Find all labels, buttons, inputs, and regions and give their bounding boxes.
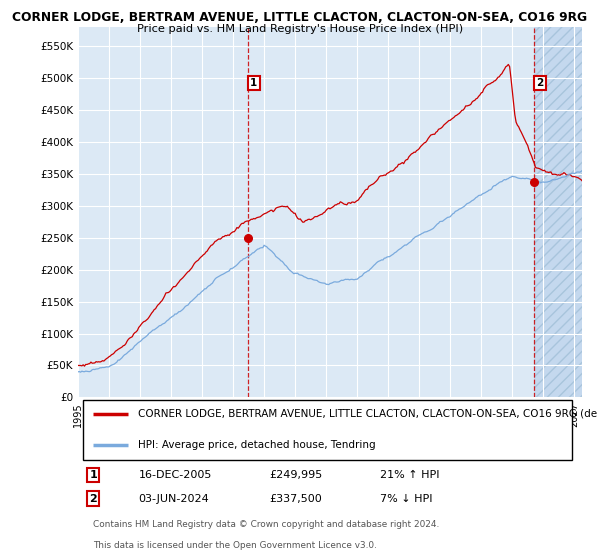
Text: 2: 2: [89, 494, 97, 504]
Bar: [534, 27, 582, 398]
Text: HPI: Average price, detached house, Tendring: HPI: Average price, detached house, Tend…: [139, 440, 376, 450]
FancyBboxPatch shape: [83, 400, 572, 460]
Text: 7% ↓ HPI: 7% ↓ HPI: [380, 494, 433, 504]
Text: 1: 1: [250, 78, 257, 88]
Text: 16-DEC-2005: 16-DEC-2005: [139, 470, 212, 480]
Text: Contains HM Land Registry data © Crown copyright and database right 2024.: Contains HM Land Registry data © Crown c…: [93, 520, 439, 529]
Text: 03-JUN-2024: 03-JUN-2024: [139, 494, 209, 504]
Text: This data is licensed under the Open Government Licence v3.0.: This data is licensed under the Open Gov…: [93, 541, 377, 550]
Text: CORNER LODGE, BERTRAM AVENUE, LITTLE CLACTON, CLACTON-ON-SEA, CO16 9RG: CORNER LODGE, BERTRAM AVENUE, LITTLE CLA…: [13, 11, 587, 24]
Text: Price paid vs. HM Land Registry's House Price Index (HPI): Price paid vs. HM Land Registry's House …: [137, 24, 463, 34]
Text: CORNER LODGE, BERTRAM AVENUE, LITTLE CLACTON, CLACTON-ON-SEA, CO16 9RG (de: CORNER LODGE, BERTRAM AVENUE, LITTLE CLA…: [139, 409, 598, 419]
Text: 21% ↑ HPI: 21% ↑ HPI: [380, 470, 440, 480]
Text: £337,500: £337,500: [269, 494, 322, 504]
Text: 1: 1: [89, 470, 97, 480]
Text: £249,995: £249,995: [269, 470, 323, 480]
Text: 2: 2: [536, 78, 544, 88]
